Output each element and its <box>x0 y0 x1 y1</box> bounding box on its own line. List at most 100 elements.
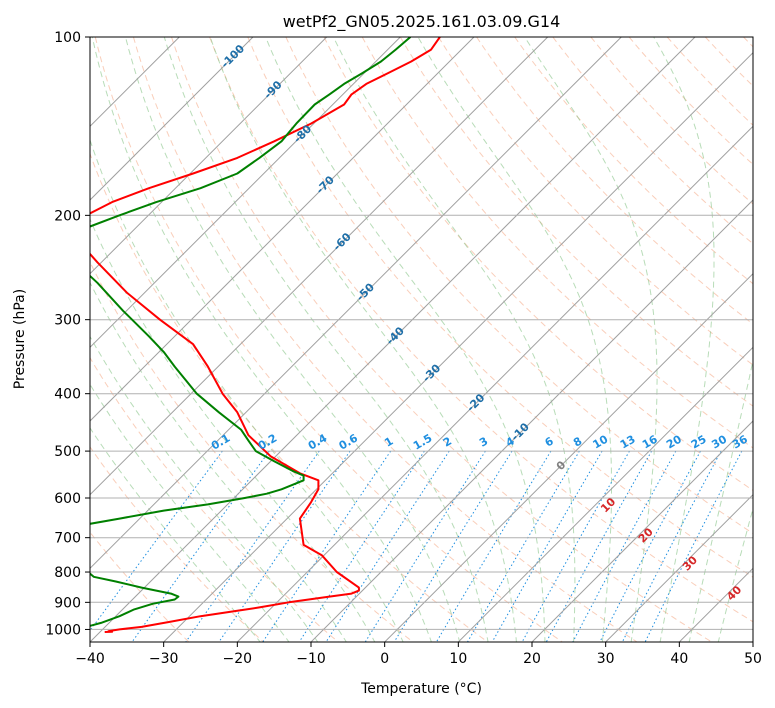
moist-adiabat-line <box>90 138 404 642</box>
mixing-ratio-label: 16 <box>640 432 660 451</box>
mixing-ratio-line <box>599 450 701 642</box>
mixing-ratio-label: 1 <box>382 435 395 450</box>
moist-adiabat-line <box>90 281 347 642</box>
dry-adiabat-line <box>666 37 753 126</box>
isotherm-line <box>384 272 753 642</box>
isotherm-line <box>605 493 753 642</box>
dry-adiabat-line <box>476 37 753 325</box>
dry-adiabat-line <box>704 37 753 87</box>
mixing-ratio-label: 10 <box>590 432 610 451</box>
moist-adiabat-line <box>90 383 290 642</box>
dry-adiabat-line <box>285 37 753 535</box>
dry-adiabat-line <box>90 531 190 642</box>
x-tick-label: −30 <box>149 651 179 667</box>
mixing-ratio-line <box>545 450 653 642</box>
moist-adiabat-line <box>524 37 658 642</box>
x-tick-label: 10 <box>449 651 467 667</box>
dry-adiabat-line <box>247 37 753 578</box>
chart-title: wetPf2_GN05.2025.161.03.09.G14 <box>283 12 561 32</box>
y-tick-label: 300 <box>54 313 81 329</box>
isotherm-line <box>236 125 753 642</box>
mixing-ratio-line <box>521 450 630 642</box>
dry-adiabat-line <box>132 37 638 642</box>
mixing-ratio-label: 0.4 <box>306 431 330 452</box>
y-axis-ticks: 100 200 300 400 500 600 700 800 900 1000 <box>45 30 90 638</box>
dry-adiabat-line <box>743 37 753 48</box>
mixing-ratio-line <box>364 450 486 642</box>
x-tick-label: 50 <box>744 651 762 667</box>
mixing-ratio-line <box>298 450 425 642</box>
x-tick-label: −40 <box>75 651 105 667</box>
y-tick-label: 1000 <box>45 622 81 638</box>
isotherm-line <box>163 51 753 642</box>
isotherm-line <box>310 199 753 642</box>
dry-adiabat-line <box>209 37 753 623</box>
dry-adiabat-line <box>323 37 753 491</box>
dry-adiabat-line <box>90 152 488 642</box>
moist-adiabat-line <box>653 37 715 642</box>
x-axis-label: Temperature (°C) <box>360 681 482 697</box>
moist-adiabat-line <box>90 427 261 642</box>
mixing-ratio-line <box>131 450 270 642</box>
mixing-ratio-label: 13 <box>618 433 638 452</box>
dewpoint-line <box>90 37 412 631</box>
mixing-ratio-line <box>491 450 603 642</box>
background-lines <box>90 37 753 642</box>
mixing-ratio-label: 36 <box>730 432 750 451</box>
mixing-ratio-label: 20 <box>664 432 684 451</box>
mixing-ratio-label: 3 <box>477 435 490 450</box>
x-axis-ticks: −40 −30 −20 −10 0 10 20 30 40 50 <box>75 642 762 667</box>
mixing-ratio-line <box>572 450 677 642</box>
y-tick-label: 600 <box>54 491 81 507</box>
dry-adiabat-line <box>94 37 563 642</box>
mixing-ratio-line <box>185 450 320 642</box>
isotherm-line <box>678 567 753 642</box>
y-tick-label: 900 <box>54 595 81 611</box>
isotherm-line <box>90 37 622 570</box>
y-tick-label: 400 <box>54 387 81 403</box>
mixing-ratio-line <box>90 450 223 632</box>
mixing-ratio-label: 25 <box>689 433 709 452</box>
x-tick-label: 30 <box>597 651 615 667</box>
x-tick-label: 0 <box>380 651 389 667</box>
dry-adiabat-line <box>90 356 339 642</box>
mixing-ratio-label: 6 <box>543 434 556 449</box>
moist-adiabat-line <box>163 37 489 642</box>
isotherm-line <box>90 37 475 422</box>
dry-adiabat-line <box>437 37 753 366</box>
isotherm-line <box>90 37 254 201</box>
isotherm-line <box>752 641 753 642</box>
mixing-ratio-label: 1.5 <box>411 432 434 453</box>
y-tick-label: 800 <box>54 565 81 581</box>
moist-adiabat-line <box>717 506 753 642</box>
mixing-ratio-line <box>325 450 450 642</box>
moist-adiabat-line <box>417 37 612 642</box>
y-axis-label: Pressure (hPa) <box>12 289 28 389</box>
moist-adiabat-line <box>688 358 753 642</box>
y-tick-label: 700 <box>54 531 81 547</box>
mixing-ratio-label: 8 <box>571 435 584 450</box>
mixing-ratio-line <box>644 450 743 642</box>
x-tick-label: 40 <box>670 651 688 667</box>
isotherm-line <box>531 420 753 642</box>
moist-adiabat-line <box>90 335 319 642</box>
x-tick-label: 20 <box>523 651 541 667</box>
plot-frame <box>89 36 754 643</box>
x-tick-label: −10 <box>296 651 326 667</box>
mixing-ratio-line <box>218 450 351 642</box>
moist-adiabat-label: 40 <box>724 583 744 603</box>
sounding-lines <box>90 37 441 633</box>
isotherm-line <box>90 37 401 349</box>
dry-adiabat-line <box>590 37 753 205</box>
isotherm-line <box>90 37 696 642</box>
dry-adiabat-line <box>514 37 753 285</box>
isotherm-line <box>90 37 549 496</box>
moist-adiabat-line <box>265 37 546 642</box>
isotherm-line <box>90 37 328 275</box>
x-tick-label: −20 <box>223 651 253 667</box>
mixing-ratio-line <box>621 450 722 642</box>
dry-adiabat-line <box>90 260 414 642</box>
y-tick-label: 500 <box>54 444 81 460</box>
moist-adiabat-line <box>91 37 432 642</box>
